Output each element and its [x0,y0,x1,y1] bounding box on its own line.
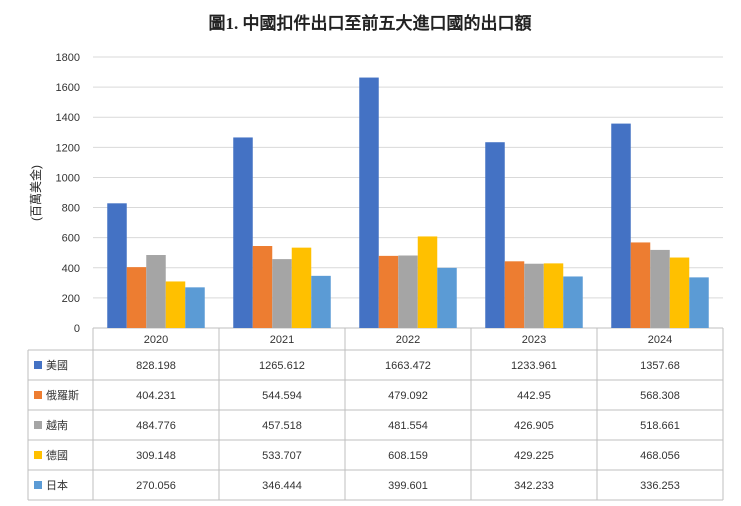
bar-越南-2024 [650,249,670,328]
y-tick-label: 1200 [56,142,80,154]
data-label: 309.148 [136,450,176,462]
data-label: 1265.612 [259,360,305,372]
data-label: 481.554 [388,420,428,432]
legend-label: 俄羅斯 [46,389,79,402]
bar-德國-2020 [165,281,186,328]
bar-俄羅斯-2022 [378,255,399,328]
legend-label: 美國 [46,359,68,372]
y-tick-label: 400 [62,263,80,275]
y-tick-label: 1400 [56,112,80,124]
data-label: 608.159 [388,450,428,462]
legend-swatch-俄羅斯 [34,391,42,399]
data-label: 336.253 [640,480,680,492]
bar-德國-2023 [543,263,564,328]
bar-俄羅斯-2024 [630,242,651,328]
x-category-label: 2022 [396,334,420,346]
chart-title: 圖1. 中國扣件出口至前五大進口國的出口額 [209,13,532,33]
y-tick-labels: 0 200 400 600 800 1000 1200 1400 1600 1800 [56,52,80,335]
bar-美國-2022 [359,77,379,328]
bar-越南-2021 [272,259,292,328]
data-label: 457.518 [262,420,302,432]
data-label: 442.95 [517,390,551,402]
y-tick-label: 1800 [56,52,80,64]
y-tick-label: 1600 [56,82,80,94]
data-label: 518.661 [640,420,680,432]
data-label: 468.056 [640,450,680,462]
legend-swatch-美國 [34,361,42,369]
data-label: 544.594 [262,390,302,402]
data-label: 484.776 [136,420,176,432]
x-category-label: 2023 [522,334,546,346]
bar-俄羅斯-2021 [252,246,273,328]
x-category-label: 2020 [144,334,168,346]
bar-日本-2024 [689,277,709,328]
y-tick-label: 1000 [56,172,80,184]
data-label: 342.233 [514,480,554,492]
data-label: 479.092 [388,390,428,402]
legend-swatch-德國 [34,451,42,459]
legend-label: 越南 [46,418,68,432]
bar-日本-2022 [437,267,457,328]
legend-swatch-日本 [34,481,42,489]
bar-越南-2023 [524,263,544,328]
bar-德國-2024 [669,257,690,328]
data-label: 1663.472 [385,360,431,372]
bar-日本-2023 [563,276,583,328]
bar-美國-2020 [107,203,127,328]
data-label: 533.707 [262,450,302,462]
bar-美國-2023 [485,142,505,328]
data-label: 404.231 [136,390,176,402]
legend-label: 日本 [46,478,68,492]
x-category-label: 2024 [648,334,672,346]
y-axis-label: (百萬美金) [28,165,43,221]
bar-美國-2024 [611,123,631,328]
bar-俄羅斯-2023 [504,261,525,328]
legend-label: 德國 [46,448,68,462]
bar-美國-2021 [233,137,253,328]
bar-俄羅斯-2020 [126,267,147,328]
data-label: 828.198 [136,360,176,372]
legend-swatch-越南 [34,421,42,429]
bars [107,77,709,328]
data-label: 1233.961 [511,360,557,372]
bar-越南-2022 [398,255,418,328]
y-tick-label: 200 [62,293,80,305]
data-label: 399.601 [388,480,428,492]
x-category-label: 2021 [270,334,294,346]
data-label: 270.056 [136,480,176,492]
data-label: 346.444 [262,480,302,492]
data-table: 2020 2021 2022 2023 2024 美國 828.198 1265.612 166… [27,328,724,501]
bar-德國-2021 [291,247,312,328]
data-label: 568.308 [640,390,680,402]
y-tick-label: 600 [62,233,80,245]
y-tick-label: 0 [74,323,80,335]
bar-越南-2020 [146,255,166,328]
bar-日本-2021 [311,275,331,328]
data-label: 1357.68 [640,360,680,372]
bar-德國-2022 [417,236,438,328]
bar-日本-2020 [185,287,205,328]
data-label: 429.225 [514,450,554,462]
data-label: 426.905 [514,420,554,432]
y-tick-label: 800 [62,203,80,215]
